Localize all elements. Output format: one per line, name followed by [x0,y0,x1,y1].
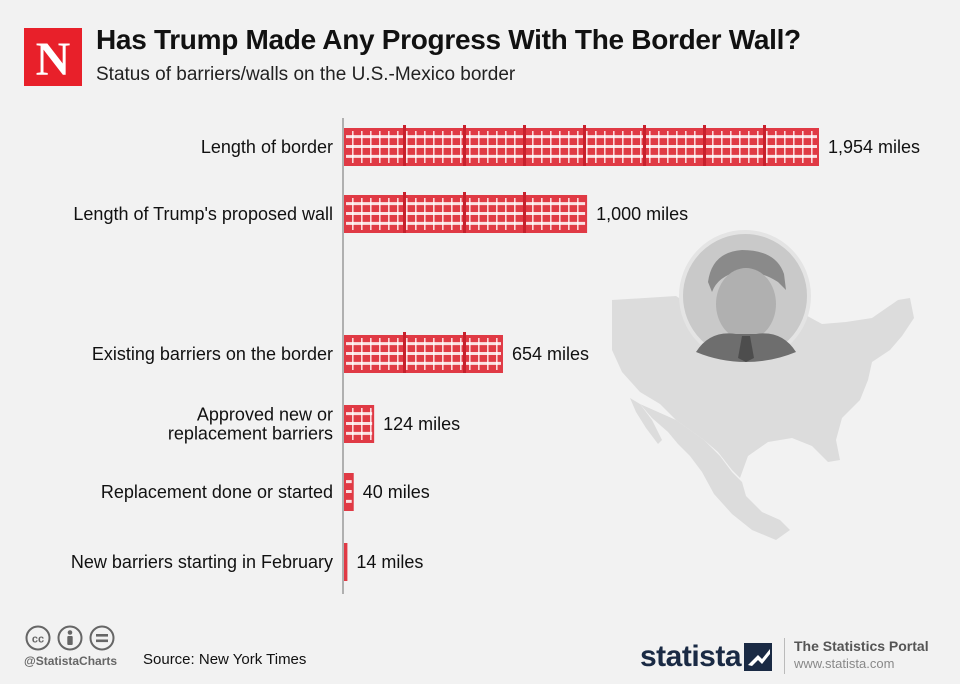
newsweek-logo: N [24,28,82,86]
svg-text:cc: cc [32,634,44,646]
no-derivatives-icon [89,625,115,651]
us-map-shape [612,296,914,478]
cc-icon: cc [25,625,51,651]
category-label: Replacement done or started [101,482,333,502]
mexico-map-shape [640,404,790,540]
chart-subtitle: Status of barriers/walls on the U.S.-Mex… [96,64,516,85]
value-label: 40 miles [363,482,430,502]
value-label: 1,000 miles [596,204,688,224]
value-label: 14 miles [356,552,423,572]
bar [344,473,354,511]
category-label: Existing barriers on the border [92,344,333,364]
category-label: Length of border [201,137,333,157]
portrait-face [716,268,776,340]
logo-letter: N [36,33,71,86]
us-map-illustration [612,296,914,540]
bars-layer: 1,954 miles Length of border 1,000 miles Le… [71,125,920,581]
chart-title: Has Trump Made Any Progress With The Bor… [96,24,801,55]
portrait-tie [738,336,754,362]
bar [344,192,588,233]
category-label: Approved new or [197,405,333,425]
category-label: replacement barriers [168,424,333,444]
brand-divider [784,638,785,674]
statistics-portal-label: The Statistics Portal [794,638,929,654]
category-label: Length of Trump's proposed wall [73,204,333,224]
bar [344,543,348,581]
statista-logo-icon [744,643,772,671]
value-label: 654 miles [512,344,589,364]
license-icons: cc [25,625,115,651]
value-label: 1,954 miles [828,137,920,157]
bar [344,405,375,443]
attribution-icon [57,625,83,651]
trump-portrait [679,230,811,362]
category-label: New barriers starting in February [71,552,333,572]
statista-brand: statista [640,640,742,673]
bar [344,332,503,373]
bar [344,125,819,166]
value-label: 124 miles [383,414,460,434]
source-note: Source: New York Times [143,651,307,668]
statista-handle: @StatistaCharts [24,654,118,668]
baja-shape [630,398,662,444]
statista-url: www.statista.com [794,656,895,671]
